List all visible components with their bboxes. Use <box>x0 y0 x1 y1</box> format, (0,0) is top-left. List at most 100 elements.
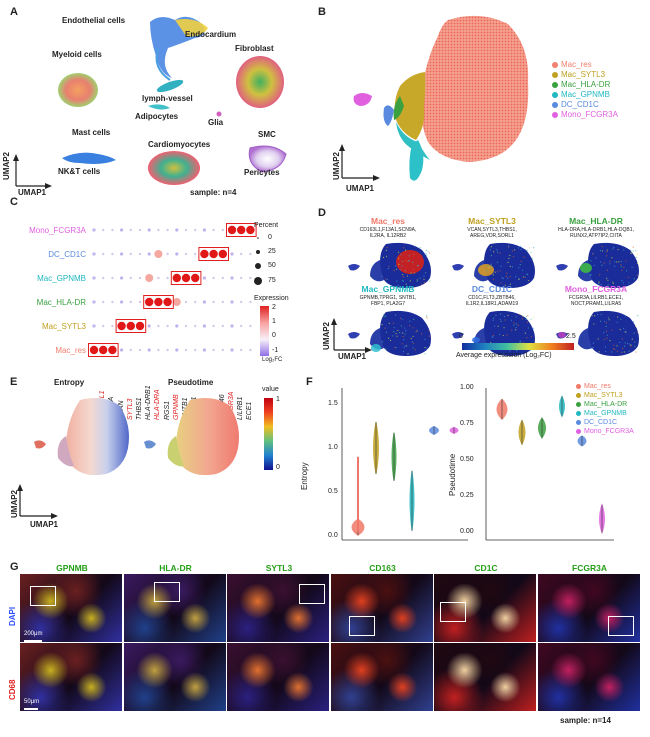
cbar-max-d: 2.5 <box>566 333 576 340</box>
dotplot-dot <box>157 277 159 279</box>
panel-label-b: B <box>318 6 326 18</box>
dotplot-dot <box>111 301 113 303</box>
dotplot-dot <box>120 228 123 231</box>
if-image-tile <box>227 574 329 642</box>
feature-group-title: DC_CD1C <box>440 284 544 294</box>
row-label-dc: DC_CD1C <box>2 250 86 259</box>
scale-line-200 <box>24 640 42 642</box>
dotplot-dot <box>120 276 123 279</box>
expr-tick-m1: -1 <box>272 347 278 354</box>
dotplot-dot <box>237 226 245 234</box>
marker-title: FCGR3A <box>538 563 642 573</box>
dotplot-dot <box>185 253 187 255</box>
feature-group-genes: VCAN,SYTL3,THBS1, AREG,VDR,SORL1 <box>440 227 544 239</box>
row-label-mono: Mono_FCGR3A <box>2 226 86 235</box>
dotplot-dot <box>230 348 233 351</box>
expr-tick-2: 2 <box>272 304 276 311</box>
umap-macrophage-b <box>330 10 540 190</box>
dotplot-dot <box>139 229 141 231</box>
feature-umap <box>552 242 644 288</box>
dotplot-dot <box>111 325 113 327</box>
feature-group-genes: CD1C,FLT3,ZBTB46, IL1R2,IL18R1,ADAM19 <box>440 295 544 307</box>
label-myeloid: Myeloid cells <box>52 50 102 59</box>
scale-bar-200: 200μm <box>24 631 42 637</box>
yaxis-e: UMAP2 <box>10 490 19 518</box>
percent-legend <box>252 233 266 293</box>
dotplot-dot <box>219 250 227 258</box>
feature-group-title: Mac_GPNMB <box>336 284 440 294</box>
dotplot-dot <box>120 300 123 303</box>
dotplot-dot <box>222 301 224 303</box>
feature-umap <box>448 242 540 288</box>
dotplot-dot <box>194 325 196 327</box>
dotplot-dot <box>166 253 168 255</box>
feature-group-title: Mono_FCGR3A <box>544 284 648 294</box>
dotplot-dot <box>222 349 224 351</box>
if-image-tile <box>434 574 536 642</box>
label-cardiomyocytes: Cardiomyocytes <box>148 140 210 149</box>
expression-title: Expression <box>254 295 289 302</box>
dotplot-dot <box>185 229 187 231</box>
value-min: 0 <box>276 464 280 471</box>
entropy-title: Entropy <box>54 378 84 387</box>
dotplot-dot <box>249 349 251 351</box>
dotplot-dot <box>127 322 135 330</box>
label-adipocytes: Adipocytes <box>135 112 178 121</box>
marker-title: GPNMB <box>20 563 124 573</box>
dotplot-dot <box>139 349 141 351</box>
dotplot-dot <box>194 301 196 303</box>
pseudotime-colorbar <box>264 398 273 470</box>
dotplot-dot <box>148 228 151 231</box>
dotplot-dot <box>173 298 181 306</box>
yaxis-a: UMAP2 <box>2 152 11 180</box>
legend-b-item: Mono_FCGR3A <box>552 110 618 120</box>
feature-group-title: Mac_HLA-DR <box>544 216 648 226</box>
legend-f: Mac_res Mac_SYTL3 Mac_HLA-DR Mac_GPNMB D… <box>576 382 634 436</box>
dotplot-dot <box>166 277 168 279</box>
ylabel-pseudotime: Pseudotime <box>448 454 457 496</box>
dotplot-dot <box>111 229 113 231</box>
dotplot-dot <box>148 348 151 351</box>
dotplot-dot <box>139 253 141 255</box>
dotplot-dot <box>139 301 141 303</box>
panel-label-f: F <box>306 376 313 388</box>
expression-colorbar <box>260 306 269 356</box>
dotplot-dot <box>117 322 125 330</box>
expr-unit: Log₂FC <box>262 357 282 363</box>
marker-title: CD1C <box>434 563 538 573</box>
percent-title: Percent <box>254 222 278 229</box>
marker-title: CD163 <box>331 563 435 573</box>
cd68-label: CD68 <box>8 680 17 700</box>
row-label-hladr: Mac_HLA-DR <box>2 298 86 307</box>
dotplot-dot <box>130 229 132 231</box>
ylabel-entropy: Entropy <box>300 462 309 490</box>
dotplot-dot <box>92 228 95 231</box>
label-fibroblast: Fibroblast <box>235 44 274 53</box>
dotplot-dot <box>136 322 144 330</box>
expr-tick-0: 0 <box>272 332 276 339</box>
feature-group-genes: FCGR3A,LILRB1,ECE1, NOCT,PRAM1,LILRA5 <box>544 295 648 307</box>
row-label-res: Mac_res <box>2 346 86 355</box>
dotplot-dot <box>212 301 214 303</box>
dotplot-dot <box>90 346 98 354</box>
dotplot-dot <box>240 325 242 327</box>
dotplot-dot <box>130 349 132 351</box>
dotplot-dot <box>240 253 242 255</box>
dotplot-dot <box>157 325 159 327</box>
dotplot-dot <box>157 229 159 231</box>
panel-label-e: E <box>10 376 17 388</box>
dotplot-dot <box>200 250 208 258</box>
dotplot-dot <box>230 300 233 303</box>
if-image-tile <box>538 574 640 642</box>
label-glia: Glia <box>208 118 223 127</box>
dotplot-dot <box>222 277 224 279</box>
percent-25: 25 <box>268 248 276 255</box>
dotplot-dot <box>111 253 113 255</box>
zoom-box <box>440 602 466 622</box>
dotplot-dot <box>102 325 104 327</box>
dotplot-dot <box>145 298 153 306</box>
pseudotime-umap <box>130 392 245 482</box>
dotplot-dot <box>203 300 206 303</box>
dotplot-dot <box>222 325 224 327</box>
label-endocardium: Endocardium <box>185 30 236 39</box>
